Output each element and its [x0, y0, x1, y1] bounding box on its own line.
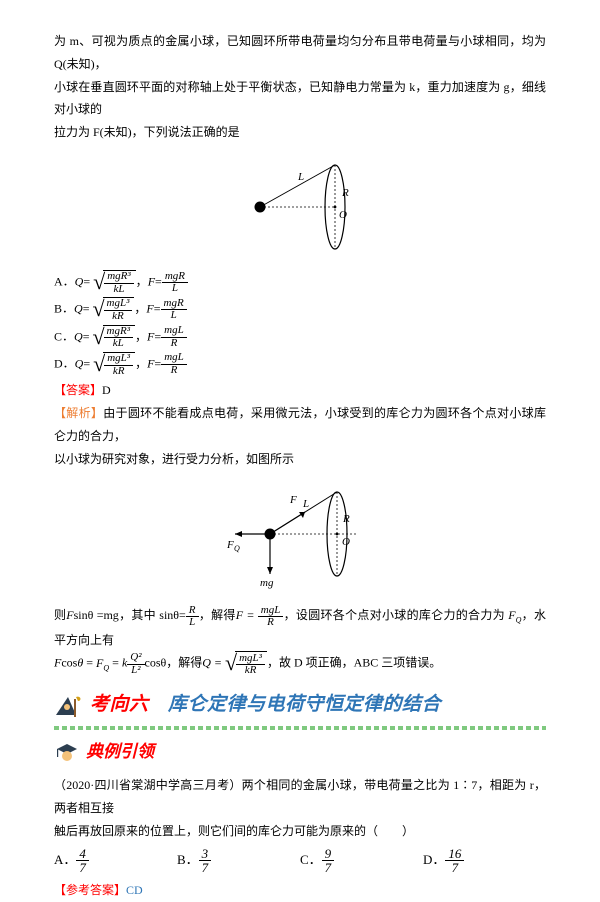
q2-source: （2020·四川省棠湖中学高三月考）两个相同的金属小球，带电荷量之比为 1∶7，…	[54, 774, 546, 820]
q2-option-a: A．47	[54, 847, 177, 875]
q2-option-c: C．97	[300, 847, 423, 875]
option-a: A．Q= √mgR³kL，F=mgRL	[54, 270, 546, 295]
answer-block: 【答案】D	[54, 379, 546, 402]
svg-text:L: L	[297, 171, 304, 183]
svg-text:L: L	[302, 498, 309, 510]
kaoxiang-label: 考向六	[90, 694, 149, 715]
witch-icon	[54, 691, 84, 719]
analysis-line-2: 以小球为研究对象，进行受力分析，如图所示	[54, 448, 546, 471]
svg-text:O: O	[339, 209, 347, 221]
analysis-line-1: 【解析】由于圆环不能看成点电荷，采用微元法，小球受到的库仑力为圆环各个点对小球库…	[54, 402, 546, 448]
divider-dotline	[54, 726, 546, 730]
q2-stem: 触后再放回原来的位置上，则它们间的库仑力可能为原来的（ ）	[54, 820, 546, 843]
derive-line-1: 则Fsinθ =mg，其中 sinθ=RL，解得F = mgLR，设圆环各个点对…	[54, 604, 546, 651]
svg-text:F: F	[226, 539, 234, 551]
intro-line-1: 为 m、可视为质点的金属小球，已知圆环所带电荷量均匀分布且带电荷量与小球相同，均…	[54, 30, 546, 76]
svg-text:R: R	[341, 187, 349, 199]
svg-text:R: R	[342, 513, 350, 525]
section-title: 库仑定律与电荷守恒定律的结合	[168, 694, 441, 715]
subsection-title: 典例引领	[86, 736, 154, 768]
graduate-icon	[54, 739, 80, 765]
derive-line-2: Fcosθ = FQ = kQ²L²cosθ，解得Q = √mgL³kR，故 D…	[54, 651, 546, 676]
answer2-block: 【参考答案】CD	[54, 879, 546, 902]
option-b: B．Q= √mgL³kR，F=mgRL	[54, 297, 546, 322]
intro-line-2: 小球在垂直圆环平面的对称轴上处于平衡状态，已知静电力常量为 k，重力加速度为 g…	[54, 76, 546, 122]
option-c: C．Q= √mgR³kL，F=mgLR	[54, 325, 546, 350]
intro-line-3: 拉力为 F(未知)，下列说法正确的是	[54, 121, 546, 144]
figure-ring-2: L F R O FQ mg	[215, 478, 385, 596]
q2-choices: A．47 B．37 C．97 D．167	[54, 847, 546, 875]
option-d: D．Q= √mgL³kR，F=mgLR	[54, 352, 546, 377]
svg-text:Q: Q	[234, 544, 240, 553]
svg-text:mg: mg	[260, 577, 274, 589]
svg-text:F: F	[289, 494, 297, 506]
subsection-heading: 典例引领	[54, 736, 546, 768]
q2-option-d: D．167	[423, 847, 546, 875]
figure-ring-1: L R O	[220, 152, 380, 262]
section-heading: 考向六 库仑定律与电荷守恒定律的结合	[54, 687, 546, 723]
q2-option-b: B．37	[177, 847, 300, 875]
svg-text:O: O	[342, 536, 350, 548]
